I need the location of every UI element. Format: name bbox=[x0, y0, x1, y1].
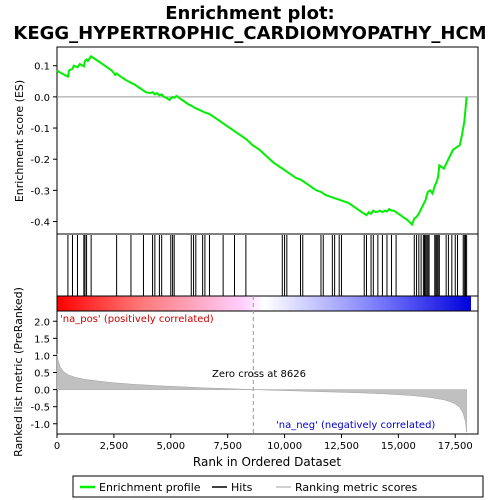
pos-correlated-label: 'na_pos' (positively correlated) bbox=[60, 314, 214, 325]
legend-metric-label: Ranking metric scores bbox=[295, 481, 417, 494]
metric-y-tick-label: 0.0 bbox=[34, 386, 50, 397]
rank-color-bar bbox=[57, 296, 471, 311]
ranking-metric-area bbox=[56, 353, 467, 433]
enrichment-profile-line bbox=[56, 54, 468, 227]
x-axis-label: Rank in Ordered Dataset bbox=[193, 455, 341, 469]
es-y-tick-label: 0.1 bbox=[34, 62, 50, 73]
neg-correlated-label: 'na_neg' (negatively correlated) bbox=[276, 420, 435, 431]
x-tick-label: 12,500 bbox=[324, 441, 359, 452]
legend-hits-label: Hits bbox=[231, 481, 253, 494]
legend-profile-label: Enrichment profile bbox=[99, 481, 201, 494]
x-axis-ticks: 0 2,500 5,000 7,500 10,000 12,500 15,000 17,500 bbox=[54, 434, 473, 452]
chart-title-line-1: Enrichment plot: bbox=[165, 3, 335, 24]
x-tick-label: 5,000 bbox=[156, 441, 185, 452]
metric-y-tick-label: 2.0 bbox=[34, 317, 50, 328]
zero-cross-label: Zero cross at 8626 bbox=[212, 369, 306, 380]
metric-y-axis-ticks: 2.0 1.5 1.0 0.5 0.0 -0.5 -1.0 bbox=[30, 317, 57, 431]
x-tick-label: 10,000 bbox=[267, 441, 302, 452]
es-y-axis-ticks: 0.1 0.0 -0.1 -0.2 -0.3 -0.4 bbox=[30, 62, 57, 229]
metric-y-tick-label: 1.5 bbox=[34, 334, 50, 345]
chart-title-line-2: KEGG_HYPERTROPHIC_CARDIOMYOPATHY_HCM bbox=[13, 23, 486, 44]
hit-marks-group bbox=[67, 235, 468, 296]
x-tick-label: 17,500 bbox=[438, 441, 473, 452]
es-y-tick-label: -0.4 bbox=[30, 218, 50, 229]
hits-panel-frame bbox=[56, 233, 479, 297]
es-y-tick-label: -0.3 bbox=[30, 186, 50, 197]
metric-y-tick-label: -0.5 bbox=[30, 403, 50, 414]
x-tick-label: 2,500 bbox=[100, 441, 129, 452]
metric-y-tick-label: 1.0 bbox=[34, 351, 50, 362]
es-y-tick-label: -0.1 bbox=[30, 124, 50, 135]
metric-y-tick-label: -1.0 bbox=[30, 420, 50, 431]
es-y-axis-label: Enrichment score (ES) bbox=[13, 80, 26, 202]
es-y-tick-label: 0.0 bbox=[34, 93, 50, 104]
es-y-tick-label: -0.2 bbox=[30, 155, 50, 166]
x-tick-label: 0 bbox=[54, 441, 60, 452]
x-tick-label: 7,500 bbox=[213, 441, 242, 452]
metric-y-tick-label: 0.5 bbox=[34, 369, 50, 380]
metric-y-axis-label: Ranked list metric (PreRanked) bbox=[12, 287, 25, 457]
x-tick-label: 15,000 bbox=[381, 441, 416, 452]
